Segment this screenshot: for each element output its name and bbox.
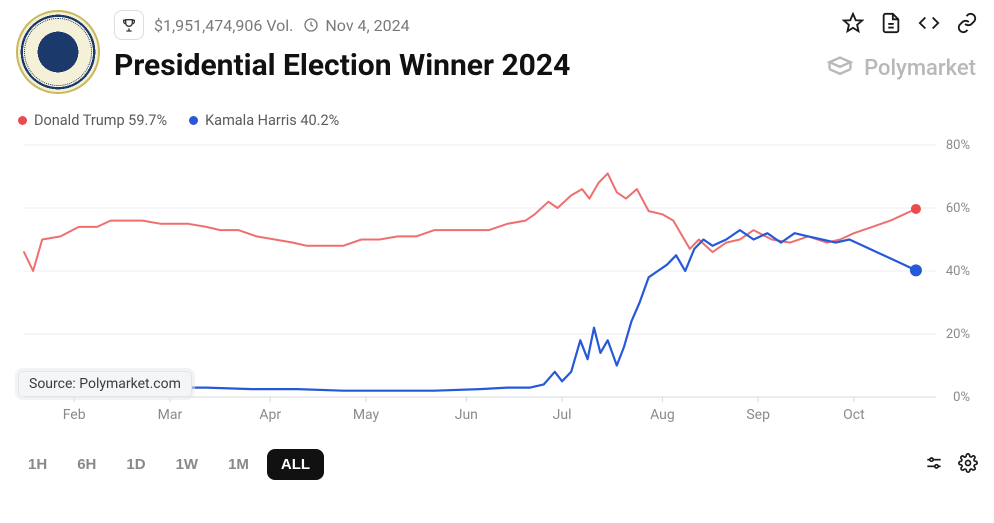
timeframe-selector: 1H6H1D1W1MALL [16,449,324,480]
timeframe-1d[interactable]: 1D [114,449,157,480]
meta-row: $1,951,474,906 Vol. Nov 4, 2024 [114,10,828,40]
svg-text:80%: 80% [946,138,970,153]
brand-name: Polymarket [864,56,976,81]
legend-label: Donald Trump 59.7% [34,112,167,129]
legend-item-harris[interactable]: Kamala Harris 40.2% [189,112,339,129]
svg-text:Feb: Feb [63,407,86,423]
svg-text:Sep: Sep [746,407,770,423]
link-icon[interactable] [956,12,978,38]
gear-icon[interactable] [958,453,978,477]
footer-row: 1H6H1D1W1MALL [16,449,978,480]
legend-dot [18,116,27,125]
svg-text:40%: 40% [946,264,970,279]
market-seal-image [16,10,100,94]
timeframe-1w[interactable]: 1W [164,449,211,480]
svg-text:20%: 20% [946,327,970,342]
source-badge: Source: Polymarket.com [18,371,192,397]
svg-text:Apr: Apr [259,407,281,423]
polymarket-icon [826,54,854,82]
trophy-icon [121,17,137,33]
svg-text:May: May [353,407,380,423]
chart: 0% 20% 40% 60% 80% Feb Mar Apr May Jun Jul Aug Sep Oc… [16,135,974,435]
legend-label: Kamala Harris 40.2% [205,112,339,129]
legend: Donald Trump 59.7% Kamala Harris 40.2% [18,112,978,129]
legend-dot [189,116,198,125]
date-display: Nov 4, 2024 [303,16,409,35]
code-icon[interactable] [918,12,940,38]
timeframe-all[interactable]: ALL [267,449,324,480]
svg-text:0%: 0% [953,390,970,405]
svg-text:Aug: Aug [650,407,675,423]
trophy-badge[interactable] [114,10,144,40]
svg-text:Oct: Oct [843,407,865,423]
page-title: Presidential Election Winner 2024 [114,48,828,83]
clock-icon [303,17,319,33]
legend-item-trump[interactable]: Donald Trump 59.7% [18,112,167,129]
volume-text: $1,951,474,906 Vol. [154,16,293,35]
timeframe-6h[interactable]: 6H [65,449,108,480]
svg-text:60%: 60% [946,201,970,216]
document-icon[interactable] [880,12,902,38]
timeframe-1h[interactable]: 1H [16,449,59,480]
brand-logo: Polymarket [826,54,976,82]
svg-text:Mar: Mar [158,407,183,423]
timeframe-1m[interactable]: 1M [216,449,261,480]
sliders-icon[interactable] [924,453,944,477]
date-text: Nov 4, 2024 [325,16,409,35]
svg-text:Jun: Jun [455,407,478,423]
svg-text:Jul: Jul [553,407,572,423]
star-icon[interactable] [842,12,864,38]
action-icons [842,10,978,38]
